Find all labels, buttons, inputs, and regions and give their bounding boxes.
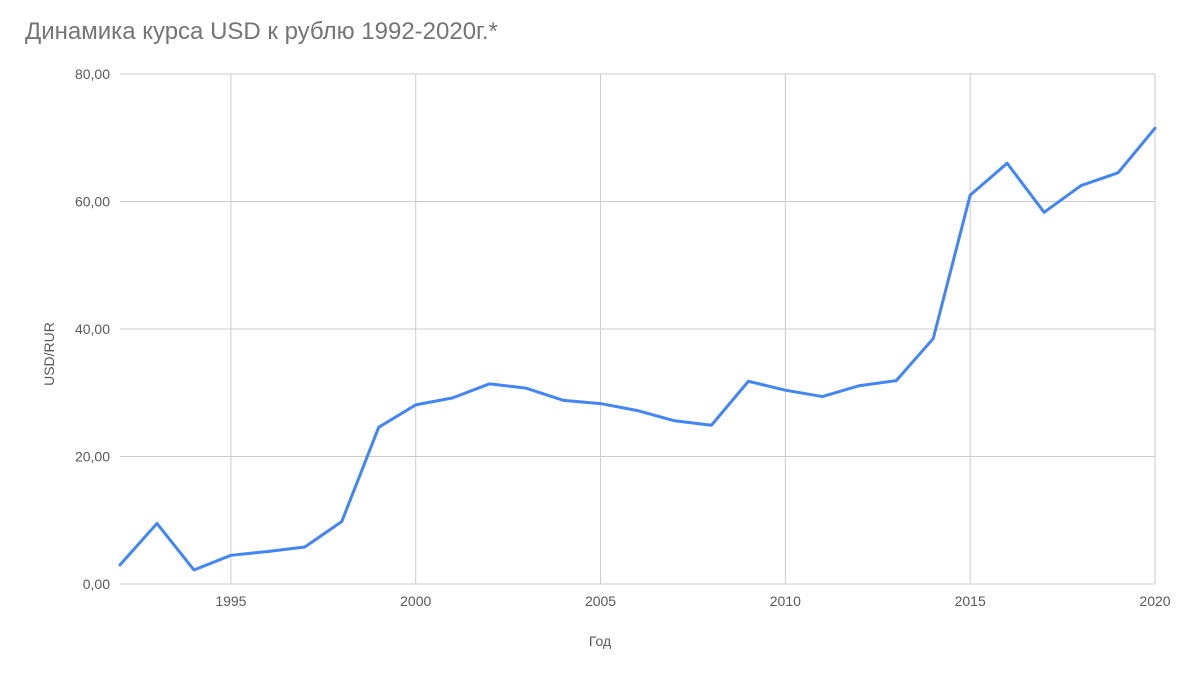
line-chart-svg: 0,0020,0040,0060,0080,001995200020052010…	[120, 74, 1155, 584]
x-axis-label: Год	[589, 633, 611, 649]
y-tick-label: 40,00	[75, 321, 110, 337]
x-tick-label: 2020	[1139, 593, 1170, 609]
y-tick-label: 80,00	[75, 66, 110, 82]
y-tick-label: 0,00	[83, 576, 110, 592]
plot-area: 0,0020,0040,0060,0080,001995200020052010…	[120, 74, 1155, 584]
y-tick-label: 60,00	[75, 194, 110, 210]
x-tick-label: 2000	[400, 593, 431, 609]
chart-body: USD/RUR 0,0020,0040,0060,0080,0019952000…	[25, 64, 1175, 644]
x-tick-label: 2005	[585, 593, 616, 609]
x-tick-label: 2015	[955, 593, 986, 609]
chart-title: Динамика курса USD к рублю 1992-2020г.*	[25, 10, 1175, 64]
data-line	[120, 128, 1155, 570]
x-tick-label: 2010	[770, 593, 801, 609]
y-tick-label: 20,00	[75, 449, 110, 465]
y-axis-label: USD/RUR	[41, 322, 57, 386]
x-tick-label: 1995	[215, 593, 246, 609]
